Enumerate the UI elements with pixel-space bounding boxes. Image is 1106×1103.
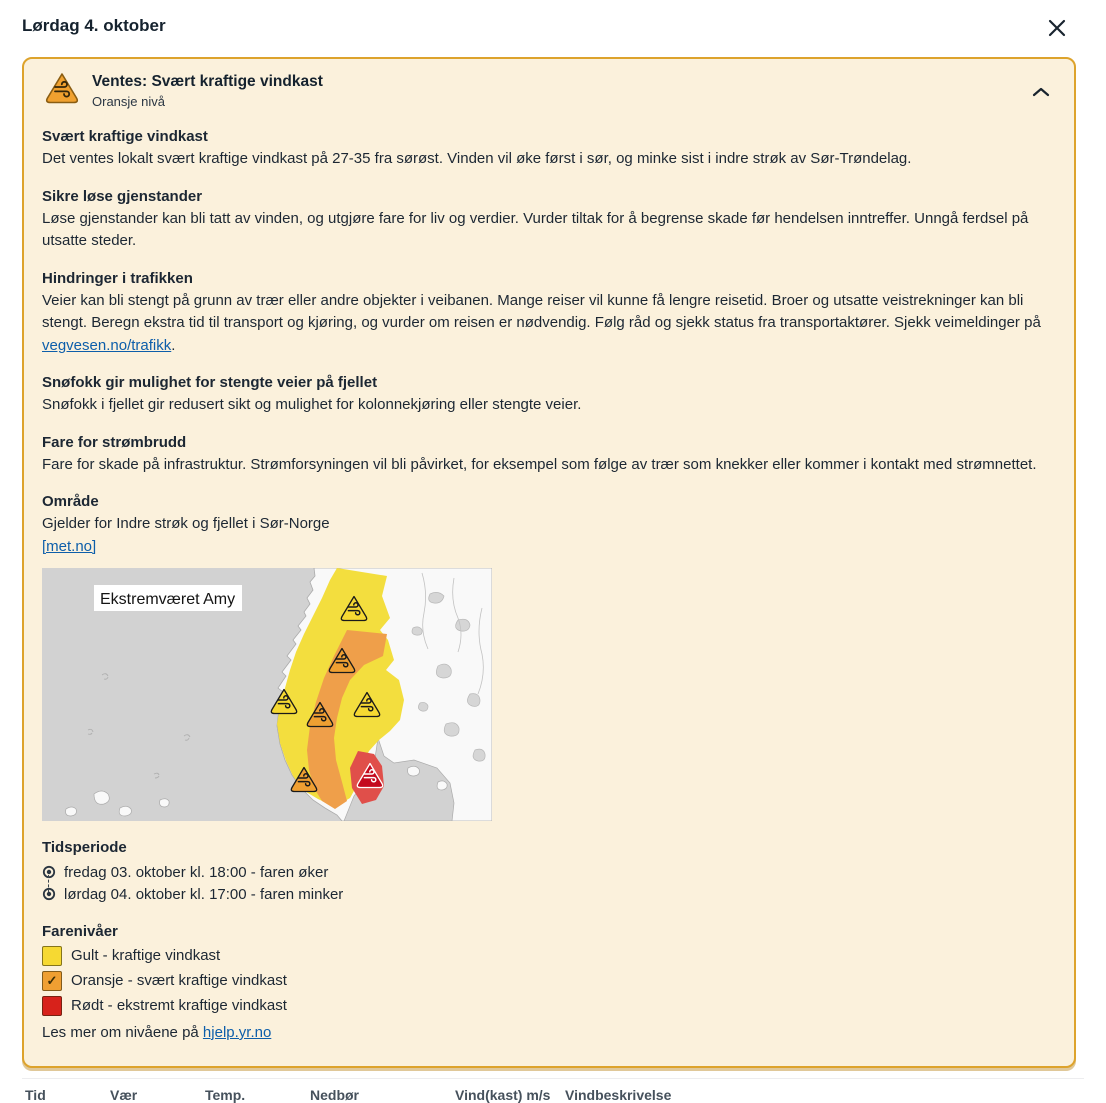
collapse-button[interactable] [1026, 77, 1056, 107]
page-title: Lørdag 4. oktober [22, 16, 166, 35]
level-swatch-checked: ✓ [42, 970, 62, 991]
section-heading: Hindringer i trafikken [42, 269, 193, 287]
warning-section: Svært kraftige vindkast Det ventes lokalt… [42, 126, 1056, 171]
area-heading: Område [42, 493, 99, 510]
divider [22, 1078, 1084, 1079]
timeline-event: lørdag 04. oktober kl. 17:00 - faren min… [42, 883, 1056, 905]
timeline-event-label: lørdag 04. oktober kl. 17:00 - faren min… [64, 885, 344, 903]
forecast-column-header: Temp. [205, 1087, 246, 1103]
danger-level-label: Rødt - ekstremt kraftige vindkast [71, 997, 287, 1014]
section-body: Løse gjenstander kan bli tatt av vinden,… [42, 209, 1029, 250]
danger-level-row: Rødt - ekstremt kraftige vindkast [42, 993, 1056, 1018]
warning-title: Ventes: Svært kraftige vindkast [92, 73, 323, 90]
timeline-event-label: fredag 03. oktober kl. 18:00 - faren øke… [64, 863, 329, 881]
warning-level: Oransje nivå [92, 94, 165, 109]
forecast-column-header: Vær [110, 1087, 138, 1103]
section-heading: Snøfokk gir mulighet for stengte veier p… [42, 374, 378, 391]
forecast-column-header: Tid [25, 1087, 46, 1103]
level-swatch [42, 995, 62, 1016]
warning-section: Sikre løse gjenstander Løse gjenstander k… [42, 186, 1056, 253]
danger-level-label: Oransje - svært kraftige vindkast [71, 972, 287, 989]
section-heading: Sikre løse gjenstander [42, 187, 203, 205]
map-rivers [421, 572, 484, 695]
chevron-up-icon [1032, 87, 1050, 97]
section-body: Det ventes lokalt svært kraftige vindkas… [42, 150, 912, 167]
wind-warning-orange-icon [42, 71, 82, 107]
warning-section: Hindringer i trafikken Veier kan bli sten… [42, 268, 1056, 358]
levels-more-line: Les mer om nivåene på hjelp.yr.no [42, 1021, 1056, 1045]
section-heading: Fare for strømbrudd [42, 433, 187, 451]
hjelp-yr-link[interactable]: hjelp.yr.no [202, 1024, 272, 1041]
map-orange-region [307, 630, 387, 809]
map-label-box [94, 585, 242, 611]
timeline-event: fredag 03. oktober kl. 18:00 - faren øke… [42, 861, 1056, 883]
close-icon [1048, 19, 1066, 37]
forecast-column-header: Vindbeskrivelse [565, 1087, 672, 1103]
danger-level-row: Gult - kraftige vindkast [42, 943, 1056, 968]
forecast-column-header: Vind(kast) m/s [455, 1087, 551, 1103]
section-body: Veier kan bli stengt på grunn av trær el… [42, 291, 1041, 354]
danger-level-row: ✓ Oransje - svært kraftige vindkast [42, 968, 1056, 993]
section-body: Fare for skade på infrastruktur. Strømfo… [42, 455, 1037, 473]
map-lakes [411, 592, 486, 762]
warning-section: Fare for strømbrudd Fare for skade på inf… [42, 432, 1056, 477]
forecast-table-headers: Tid Vær Temp. Nedbør Vind(kast) m/s Vindbeskr… [0, 1087, 1106, 1103]
map-islands [65, 765, 448, 817]
timeline-bullet-icon [42, 865, 56, 879]
section-heading: Svært kraftige vindkast [42, 128, 208, 145]
danger-levels-heading: Farenivåer [42, 923, 118, 940]
map-skerries [87, 673, 191, 779]
time-period-block: Tidsperiode fredag 03. oktober kl. 18:00… [42, 837, 1056, 905]
warning-sections: Svært kraftige vindkast Det ventes lokalt… [42, 126, 1056, 476]
inline-link[interactable]: vegvesen.no/trafikk [42, 336, 172, 354]
time-period-heading: Tidsperiode [42, 839, 127, 856]
close-button[interactable] [1042, 13, 1072, 43]
warning-header: Ventes: Svært kraftige vindkast Oransje … [42, 71, 1056, 111]
metno-source-link[interactable]: [met.no] [42, 537, 97, 555]
warning-dialog-card: Ventes: Svært kraftige vindkast Oransje … [22, 57, 1076, 1068]
danger-levels-block: Farenivåer Gult - kraftige vindkast ✓ Oran… [42, 921, 1056, 1045]
forecast-column-header: Nedbør [310, 1087, 359, 1103]
map-label: Ekstremværet Amy [100, 591, 235, 608]
warning-section: Snøfokk gir mulighet for stengte veier p… [42, 372, 1056, 417]
level-swatch [42, 945, 62, 966]
section-body: Snøfokk i fjellet gir redusert sikt og m… [42, 396, 582, 413]
area-block: Område Gjelder for Indre strøk og fjelle… [42, 491, 1056, 558]
warning-area-map: Ekstremværet Amy [42, 568, 492, 821]
danger-level-label: Gult - kraftige vindkast [71, 947, 221, 964]
timeline-connector [48, 875, 49, 892]
levels-more-prefix: Les mer om nivåene på [42, 1024, 203, 1041]
timeline-bullet-icon [42, 887, 56, 901]
area-text: Gjelder for Indre strøk og fjellet i Sør… [42, 515, 330, 532]
